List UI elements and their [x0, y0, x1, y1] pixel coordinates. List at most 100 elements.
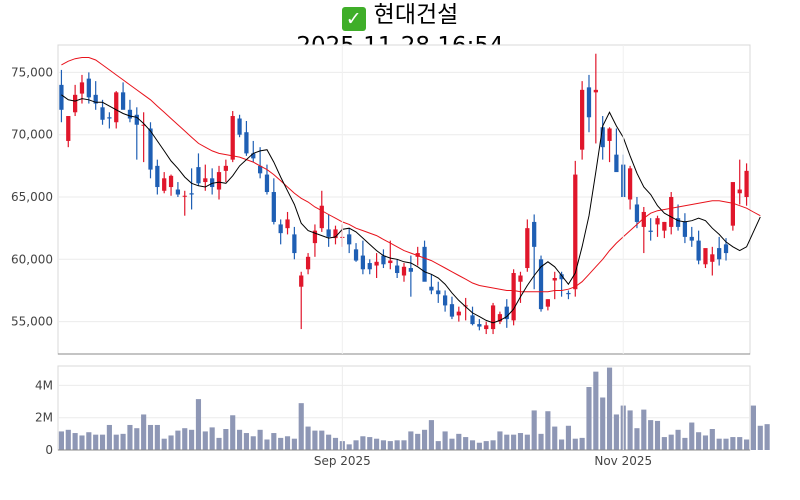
volume-bar [243, 433, 249, 450]
volume-tick-label: 0 [45, 443, 53, 457]
ma5-line [61, 94, 761, 324]
candle-body [168, 175, 174, 188]
candle-body [285, 219, 290, 229]
volume-bar [586, 387, 592, 450]
volume-bar [298, 403, 304, 450]
candle-body [230, 116, 235, 160]
volume-bar [374, 438, 380, 450]
volume-bar [223, 429, 229, 450]
candle-body [66, 116, 71, 141]
volume-bar [387, 441, 393, 450]
volume-bar [168, 435, 174, 450]
candle-body [347, 234, 352, 245]
candle-body [210, 178, 215, 188]
candle-body [244, 132, 249, 154]
candle-body [655, 218, 660, 225]
volume-bar [236, 429, 243, 450]
volume-bar [408, 431, 414, 450]
candle-body [600, 127, 605, 148]
volume-bar [600, 397, 606, 450]
volume-bar [305, 426, 311, 450]
candle-body [120, 92, 126, 110]
candle-body [422, 246, 427, 282]
volume-bar [682, 437, 688, 450]
candle-body [148, 128, 153, 170]
candle-body [196, 167, 201, 184]
volume-bar [278, 437, 284, 450]
candle-body [504, 306, 509, 320]
volume-bar [189, 429, 195, 450]
volume-bar [730, 437, 736, 450]
volume-bar [141, 414, 147, 450]
candle-body [237, 118, 242, 135]
ma20-line [61, 57, 761, 293]
volume-bar [565, 425, 572, 450]
candle-body [525, 228, 530, 269]
volume-bar [326, 434, 332, 450]
volume-bar [72, 433, 78, 450]
candle-body [682, 221, 688, 237]
volume-bar [134, 428, 140, 450]
volume-bar [442, 431, 448, 450]
candle-body [703, 248, 708, 265]
volume-bar [195, 399, 202, 450]
volume-bar [538, 433, 544, 450]
volume-bar [606, 367, 613, 450]
volume-bar [127, 424, 133, 450]
candle-body [127, 109, 133, 119]
volume-bar [702, 435, 709, 450]
candle-body [484, 325, 489, 330]
candle-body [559, 274, 564, 280]
volume-tick-label: 2M [35, 411, 53, 425]
volume-bar [627, 410, 633, 450]
candle-body [93, 94, 98, 104]
volume-bar [58, 431, 64, 450]
volume-bar [757, 425, 763, 450]
candle-body [182, 195, 187, 197]
volume-bar [504, 434, 510, 450]
candle-body [538, 259, 544, 310]
candle-body [271, 192, 276, 222]
volume-bar [641, 409, 647, 450]
volume-bar [716, 438, 722, 450]
volume-bar [346, 444, 352, 450]
volume-bar [202, 431, 208, 450]
volume-bar [106, 424, 112, 450]
candle-body [669, 197, 674, 227]
volume-bar [552, 426, 558, 450]
stock-name: 현대건설 [373, 2, 459, 28]
candle-body [470, 315, 475, 325]
candle-body [326, 229, 331, 237]
date-tick-label: Sep 2025 [314, 454, 371, 468]
candle-body [189, 193, 194, 195]
volume-bar [250, 436, 256, 450]
volume-bar [428, 420, 434, 450]
volume-bar [175, 430, 181, 450]
volume-bar [99, 434, 106, 450]
candle-body [216, 172, 222, 190]
candle-body [511, 273, 516, 321]
volume-bar [147, 424, 154, 450]
volume-bar [86, 432, 92, 450]
volume-bar [545, 411, 551, 450]
volume-bar [456, 433, 462, 450]
candle-body [580, 89, 585, 150]
volume-bar [476, 442, 482, 450]
candle-body [552, 277, 557, 281]
candle-body [648, 230, 653, 232]
candle-body [134, 114, 139, 125]
price-tick-label: 60,000 [11, 252, 53, 266]
candle-body [573, 174, 578, 290]
volume-bar [394, 440, 400, 450]
candle-body [497, 314, 503, 322]
candle-body [614, 154, 619, 173]
volume-bar [93, 434, 99, 450]
candle-body [675, 218, 681, 227]
price-tick-label: 55,000 [11, 315, 53, 329]
candle-body [292, 234, 297, 254]
candle-body [490, 305, 496, 330]
candle-body [319, 205, 324, 229]
candle-body [312, 230, 318, 244]
volume-bar [449, 438, 455, 450]
